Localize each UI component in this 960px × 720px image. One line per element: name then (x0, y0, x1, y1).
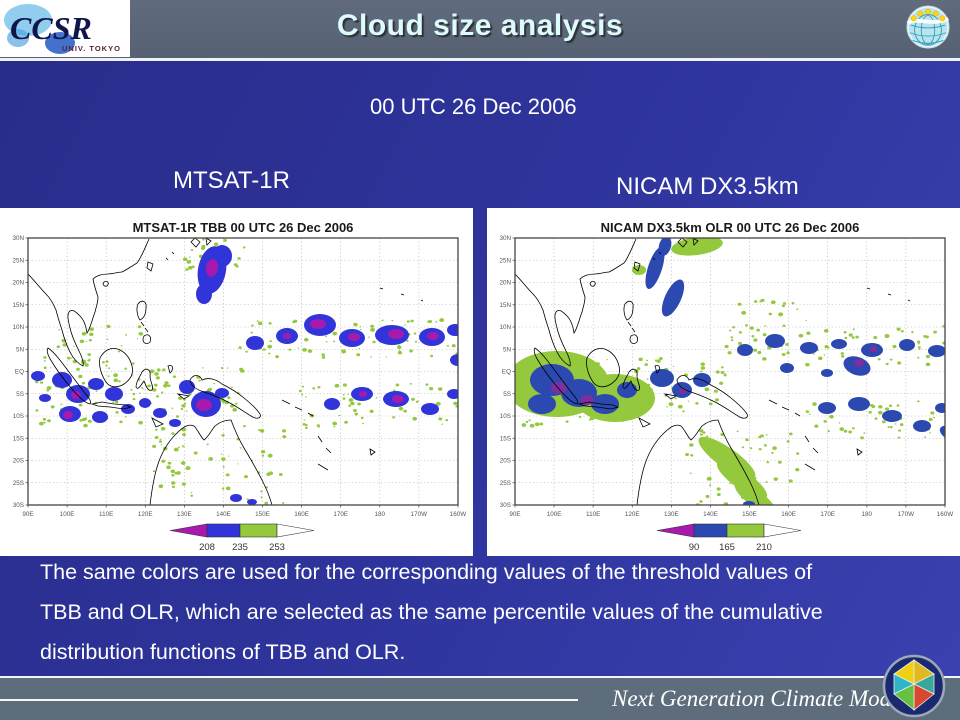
svg-text:10S: 10S (13, 413, 24, 420)
svg-text:5N: 5N (503, 346, 512, 353)
svg-text:20S: 20S (13, 458, 24, 465)
svg-text:160E: 160E (781, 511, 796, 518)
svg-text:120E: 120E (138, 511, 153, 518)
svg-text:110E: 110E (586, 511, 600, 518)
svg-text:150E: 150E (742, 511, 757, 518)
svg-text:15S: 15S (500, 435, 511, 442)
nicam-label: NICAM DX3.5km (616, 173, 799, 200)
colorbar-value: 90 (689, 542, 700, 553)
svg-text:10N: 10N (499, 324, 511, 331)
colorbar-value: 208 (199, 542, 215, 553)
map-title: MTSAT-1R TBB 00 UTC 26 Dec 2006 (133, 220, 354, 235)
svg-text:30N: 30N (499, 235, 511, 242)
gem-logo-icon (882, 654, 946, 718)
header-separator (0, 58, 960, 61)
svg-text:170E: 170E (333, 511, 348, 518)
svg-text:90E: 90E (509, 511, 520, 518)
slide-body: 00 UTC 26 Dec 2006 MTSAT-1R NICAM DX3.5k… (0, 61, 960, 678)
grid-lines (28, 238, 458, 505)
svg-text:25N: 25N (499, 257, 511, 264)
svg-text:25N: 25N (12, 257, 24, 264)
svg-text:10N: 10N (12, 324, 24, 331)
svg-text:30S: 30S (500, 502, 511, 509)
cloud-layer (515, 238, 945, 505)
svg-text:100E: 100E (60, 511, 75, 518)
svg-text:120E: 120E (625, 511, 640, 518)
mtsat-map: MTSAT-1R TBB 00 UTC 26 Dec 2006 30N 25N 20N… (0, 208, 473, 556)
page-title: Cloud size analysis (336, 9, 624, 42)
svg-text:25S: 25S (500, 480, 511, 487)
svg-text:160W: 160W (937, 511, 954, 518)
datetime-label: 00 UTC 26 Dec 2006 (370, 94, 577, 119)
caption-line-3: distribution functions of TBB and OLR. (40, 640, 406, 664)
svg-text:180: 180 (375, 511, 386, 518)
svg-text:90E: 90E (22, 511, 33, 518)
svg-text:170W: 170W (411, 511, 428, 518)
colorbar-value: 253 (269, 542, 285, 553)
svg-text:25S: 25S (13, 480, 24, 487)
svg-text:20N: 20N (499, 280, 511, 287)
svg-text:160W: 160W (450, 511, 467, 518)
globe-icon (905, 4, 951, 50)
svg-text:30N: 30N (12, 235, 24, 242)
colorbar-value: 210 (756, 542, 772, 553)
ccsr-logo-text: CCSR (10, 10, 92, 46)
svg-text:15N: 15N (499, 302, 511, 309)
map-figure-mtsat: MTSAT-1R TBB 00 UTC 26 Dec 2006 30N 25N 20N… (0, 208, 473, 556)
svg-text:5N: 5N (16, 346, 25, 353)
svg-text:20N: 20N (12, 280, 24, 287)
footer-text: Next Generation Climate Model (612, 686, 908, 711)
nicam-map: NICAM DX3.5km OLR 00 UTC 26 Dec 2006 30N 2… (487, 208, 960, 556)
svg-text:140E: 140E (703, 511, 718, 518)
colorbar: 208 235 253 (169, 523, 315, 553)
svg-text:EQ: EQ (15, 369, 24, 376)
svg-text:100E: 100E (547, 511, 562, 518)
axes: 30N 25N 20N 15N 10N 5N EQ 5S 10S 15S 20S 25S 30S 90E 1… (12, 235, 466, 518)
mtsat-label: MTSAT-1R (173, 167, 290, 194)
svg-text:180: 180 (862, 511, 873, 518)
svg-text:170E: 170E (820, 511, 835, 518)
ccsr-logo: CCSR UNIV. TOKYO (0, 0, 130, 57)
globe-sun-dots (910, 8, 946, 22)
svg-text:15N: 15N (12, 302, 24, 309)
svg-text:130E: 130E (177, 511, 192, 518)
coastlines (28, 238, 424, 505)
svg-text:160E: 160E (294, 511, 309, 518)
axes: 30N 25N 20N 15N 10N 5N EQ 5S 10S 15S 20S 25S 30S 90E 1… (499, 235, 953, 518)
svg-text:110E: 110E (99, 511, 113, 518)
footer-rule (0, 699, 578, 701)
colorbar-value: 165 (719, 542, 735, 553)
ccsr-logo-graphic: CCSR UNIV. TOKYO (4, 4, 121, 54)
map-title: NICAM DX3.5km OLR 00 UTC 26 Dec 2006 (601, 220, 860, 235)
svg-text:140E: 140E (216, 511, 231, 518)
svg-text:150E: 150E (255, 511, 270, 518)
svg-text:130E: 130E (664, 511, 679, 518)
ccsr-logo-subtext: UNIV. TOKYO (62, 44, 121, 53)
caption-line-2: TBB and OLR, which are selected as the s… (40, 600, 823, 624)
colorbar: 90 165 210 (656, 523, 802, 553)
svg-text:20S: 20S (500, 458, 511, 465)
svg-text:5S: 5S (16, 391, 24, 398)
map-figure-nicam: NICAM DX3.5km OLR 00 UTC 26 Dec 2006 30N 2… (487, 208, 960, 556)
svg-text:30S: 30S (13, 502, 24, 509)
footer-bar: Next Generation Climate Model (0, 676, 960, 720)
caption-line-1: The same colors are used for the corresp… (40, 560, 813, 584)
colorbar-value: 235 (232, 542, 248, 553)
svg-text:EQ: EQ (502, 369, 511, 376)
coastlines (515, 238, 911, 505)
header-bar: Cloud size analysis CCSR UNIV. TOKYO (0, 0, 960, 58)
svg-text:10S: 10S (500, 413, 511, 420)
svg-text:15S: 15S (13, 435, 24, 442)
svg-text:5S: 5S (503, 391, 511, 398)
svg-text:170W: 170W (898, 511, 915, 518)
